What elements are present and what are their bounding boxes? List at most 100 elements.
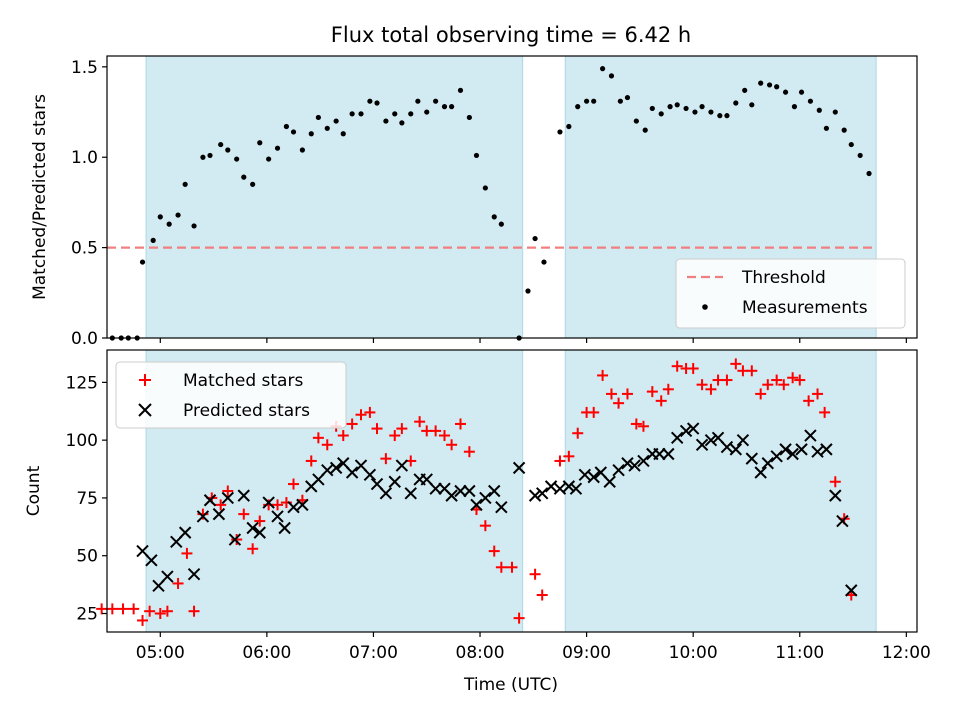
measurement-point	[182, 181, 188, 187]
measurement-point	[200, 154, 206, 160]
matched-stars-point	[96, 603, 108, 615]
measurement-point	[699, 104, 705, 110]
measurement-point	[708, 109, 714, 115]
measurement-point	[674, 102, 680, 108]
x-axis-label: Time (UTC)	[463, 675, 558, 695]
measurement-point	[724, 113, 730, 119]
measurement-point	[866, 170, 872, 177]
matched-stars-point	[621, 388, 633, 400]
predicted-stars-point	[463, 484, 476, 498]
measurement-point	[823, 125, 830, 131]
bottom-y-tick-label: 25	[76, 605, 98, 625]
predicted-stars-point	[686, 422, 700, 435]
predicted-stars-point	[221, 491, 234, 505]
measurement-point	[566, 123, 572, 130]
measurement-point	[250, 181, 256, 187]
predicted-stars-point	[553, 482, 567, 495]
predicted-stars-point	[196, 510, 210, 523]
measurement-point	[207, 152, 213, 159]
bottom-plot-frame	[106, 349, 918, 633]
top-panel: 0.0 0.5 1.0 1.5 Matched/Predicted stars Thr…	[30, 55, 918, 349]
top-y-tick-label: 1.5	[71, 58, 98, 78]
matched-stars-point	[730, 358, 742, 370]
predicted-stars-point	[704, 433, 718, 447]
matched-stars-point	[380, 453, 392, 465]
matched-stars-point	[536, 589, 548, 601]
matched-stars-point	[414, 416, 426, 428]
predicted-stars-point	[745, 452, 759, 465]
measurement-point	[473, 152, 480, 159]
measurement-point	[733, 100, 739, 106]
legend-measurements-label: Measurements	[742, 298, 868, 318]
measurement-point	[225, 147, 231, 153]
measurement-point	[717, 113, 723, 119]
legend-threshold-label: Threshold	[741, 268, 826, 288]
measurement-point	[498, 221, 504, 227]
matched-stars-point	[215, 499, 227, 511]
measurement-point	[374, 100, 380, 106]
x-tick-label: 10:00	[669, 643, 718, 663]
matched-stars-point	[696, 379, 708, 391]
measurement-point	[617, 98, 623, 104]
matched-stars-point	[687, 362, 699, 374]
legend-predicted-swatch	[138, 403, 152, 417]
predicted-stars-point	[329, 461, 343, 475]
bottom-y-tick-label: 100	[66, 431, 98, 451]
predicted-stars-point	[811, 445, 824, 458]
matched-stars-point	[439, 430, 450, 442]
measurement-point	[841, 127, 847, 133]
predicted-stars-point	[488, 484, 501, 498]
matched-stars-point	[137, 614, 149, 626]
measurement-point	[525, 288, 531, 294]
predicted-stars-point	[829, 489, 842, 502]
predicted-stars-point	[603, 475, 616, 488]
predicted-stars-point	[345, 466, 359, 479]
matched-stars-point	[231, 534, 243, 546]
predicted-stars-point	[770, 450, 783, 463]
predicted-stars-point	[454, 484, 467, 498]
predicted-stars-point	[145, 554, 158, 567]
measurement-point	[683, 105, 689, 112]
matched-stars-point	[430, 425, 442, 437]
matched-stars-point	[662, 383, 674, 395]
measurement-point	[749, 102, 755, 108]
measurement-point	[399, 120, 405, 126]
predicted-stars-point	[429, 482, 442, 495]
x-tick-label: 11:00	[775, 643, 824, 663]
matched-stars-point	[312, 432, 324, 444]
measurement-point	[591, 98, 597, 104]
measurement-point	[367, 98, 373, 104]
matched-stars-point	[389, 430, 401, 442]
matched-stars-point	[588, 406, 600, 418]
predicted-stars-point	[845, 584, 858, 597]
matched-stars-point	[247, 543, 259, 555]
predicted-stars-point	[278, 521, 291, 535]
matched-stars-point	[172, 577, 184, 589]
measurement-point	[832, 109, 838, 115]
observing-window-band	[145, 56, 524, 338]
measurement-point	[532, 235, 538, 242]
predicted-stars-point	[253, 526, 266, 539]
predicted-stars-point	[228, 533, 242, 546]
matched-stars-point	[762, 379, 774, 391]
measurement-point	[392, 111, 398, 117]
measurement-point	[150, 237, 156, 243]
measurement-point	[466, 114, 472, 121]
predicted-stars-point	[695, 438, 709, 451]
matched-stars-point	[321, 439, 333, 451]
measurement-point	[642, 127, 648, 133]
measurement-point	[449, 104, 455, 110]
top-legend: Threshold Measurements	[675, 258, 906, 329]
observing-window-band	[564, 350, 877, 632]
predicted-stars-point	[296, 498, 309, 512]
matched-stars-point	[144, 605, 156, 617]
measurement-point	[299, 147, 305, 153]
predicted-stars-point	[203, 494, 217, 507]
measurement-point	[816, 107, 822, 113]
predicted-stars-point	[528, 489, 542, 502]
measurement-point	[758, 80, 764, 86]
legend-measurements-swatch	[702, 304, 708, 310]
matched-stars-point	[479, 520, 491, 532]
measurement-point	[791, 104, 798, 110]
